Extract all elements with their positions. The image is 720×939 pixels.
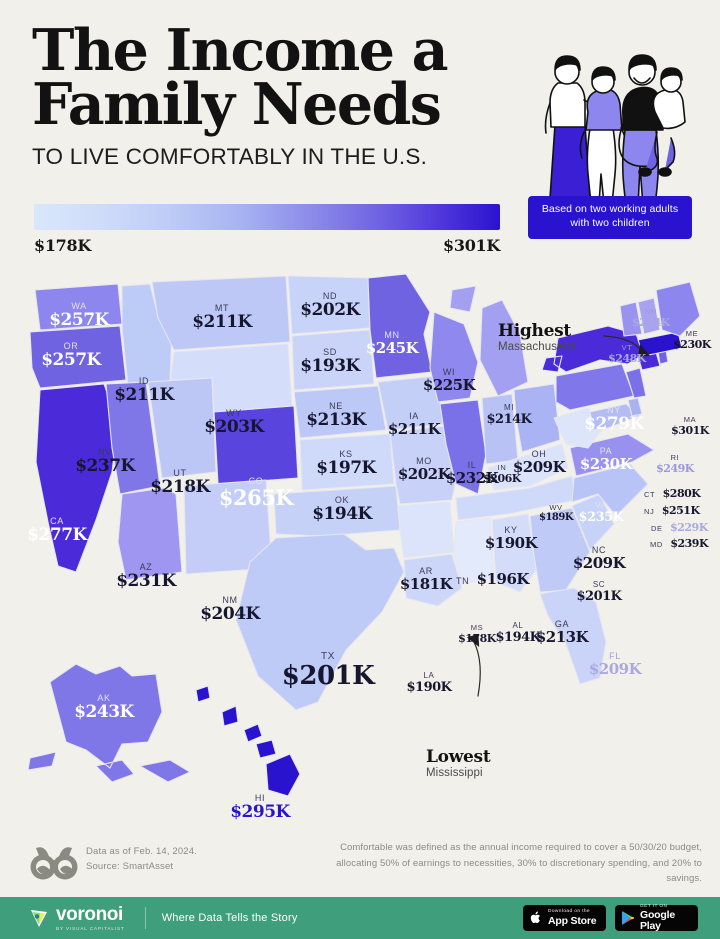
state-NV xyxy=(105,381,161,495)
brand-name: voronoi xyxy=(56,904,123,925)
state-LA xyxy=(403,553,463,607)
title-line-2: Family Needs xyxy=(32,71,442,139)
source-line-2: Source: SmartAsset xyxy=(86,861,174,873)
state-HI xyxy=(243,723,263,743)
state-AR xyxy=(397,501,455,559)
source-text: Data as of Feb. 14, 2024. Source: SmartA… xyxy=(86,844,197,874)
state-ME xyxy=(655,281,701,337)
brand-divider xyxy=(144,907,146,929)
binoculars-icon xyxy=(30,847,78,880)
state-CA xyxy=(35,383,119,573)
methodology-badge: Based on two working adults with two chi… xyxy=(528,196,692,239)
source-line-1: Data as of Feb. 14, 2024. xyxy=(86,846,197,857)
state-CO xyxy=(213,405,299,485)
us-map-shapes xyxy=(27,273,701,797)
app-store-large-text: App Store xyxy=(548,914,597,927)
google-play-icon xyxy=(622,911,635,925)
state-HI xyxy=(221,705,239,727)
state-MN xyxy=(367,273,433,379)
state-AK xyxy=(27,663,191,783)
definition-text: Comfortable was defined as the annual in… xyxy=(336,842,702,885)
state-MI xyxy=(449,285,529,397)
state-AL xyxy=(491,513,537,593)
state-HI xyxy=(255,739,277,759)
state-OR xyxy=(29,325,127,389)
state-UT xyxy=(147,377,217,479)
state-NJ xyxy=(625,367,647,399)
state-AZ xyxy=(117,487,183,581)
google-play-badge[interactable]: GET IT ON Google Play xyxy=(615,903,698,932)
annotation-highest-title: Highest xyxy=(498,321,571,341)
state-NE xyxy=(293,385,387,439)
state-DE xyxy=(627,397,643,417)
state-FL xyxy=(539,587,607,685)
arrowhead-lowest xyxy=(466,633,480,648)
state-MS xyxy=(453,517,495,585)
state-OH xyxy=(513,383,561,453)
app-store-small-text: Download on the xyxy=(548,908,591,914)
annotation-arrowheads xyxy=(466,344,650,648)
state-KY xyxy=(487,443,569,491)
state-SC xyxy=(571,493,615,551)
voronoi-mark-icon xyxy=(31,910,47,927)
google-play-large-text: Google Play xyxy=(640,909,675,932)
state-ID xyxy=(121,283,173,387)
state-MD xyxy=(589,403,641,431)
apple-icon xyxy=(530,911,540,923)
brand-tagline: Where Data Tells the Story xyxy=(161,912,298,924)
page-subtitle: TO LIVE COMFORTABLY IN THE U.S. xyxy=(32,144,428,170)
us-choropleth-map: WA $257K OR $257K CA $277K NV $237K ID $… xyxy=(0,272,720,832)
legend-gradient-bar xyxy=(34,204,500,230)
state-TX xyxy=(235,533,405,711)
state-WA xyxy=(34,283,123,331)
header: The Income a Family Needs TO LIVE COMFOR… xyxy=(0,0,720,272)
legend-labels: $178K $301K xyxy=(34,236,500,255)
brand-bar: voronoi BY VISUAL CAPITALIST Where Data … xyxy=(0,897,720,939)
annotation-lowest: Lowest Mississippi xyxy=(426,747,491,779)
legend-max-label: $301K xyxy=(443,236,500,255)
title-line-1: The Income a xyxy=(32,17,449,84)
leader-lowest xyxy=(473,641,481,697)
annotation-highest-subtitle: Massachusetts xyxy=(498,340,576,353)
annotation-lowest-subtitle: Mississippi xyxy=(426,766,483,779)
color-legend: $178K $301K xyxy=(34,204,500,255)
store-badges: Download on the App Store GET IT ON Goog… xyxy=(523,903,698,932)
state-KS xyxy=(299,433,395,491)
google-play-small-text: GET IT ON xyxy=(640,903,668,909)
brand-byline: BY VISUAL CAPITALIST xyxy=(56,926,125,931)
page-title: The Income a Family Needs xyxy=(32,22,512,139)
legend-min-label: $178K xyxy=(34,236,91,255)
arrowhead-highest xyxy=(638,344,650,357)
state-OK xyxy=(273,485,401,537)
title-block: The Income a Family Needs TO LIVE COMFOR… xyxy=(32,22,512,170)
state-IL xyxy=(439,399,487,495)
state-SD xyxy=(291,329,375,391)
state-WI xyxy=(429,311,479,403)
state-PA xyxy=(555,363,635,411)
state-HI xyxy=(265,753,301,797)
state-VT xyxy=(619,301,643,337)
state-NH xyxy=(637,297,661,335)
state-IN xyxy=(481,393,519,465)
state-ND xyxy=(287,275,371,335)
state-NC xyxy=(571,463,649,517)
annotation-lowest-title: Lowest xyxy=(426,747,491,767)
voronoi-logo[interactable]: voronoi BY VISUAL CAPITALIST xyxy=(28,905,125,931)
annotation-highest: Highest Massachusetts xyxy=(498,322,576,353)
state-WV xyxy=(553,407,603,449)
app-store-badge[interactable]: Download on the App Store xyxy=(523,905,606,931)
footer: Data as of Feb. 14, 2024. Source: SmartA… xyxy=(0,832,720,897)
state-HI xyxy=(195,685,211,703)
state-MT xyxy=(151,275,291,351)
